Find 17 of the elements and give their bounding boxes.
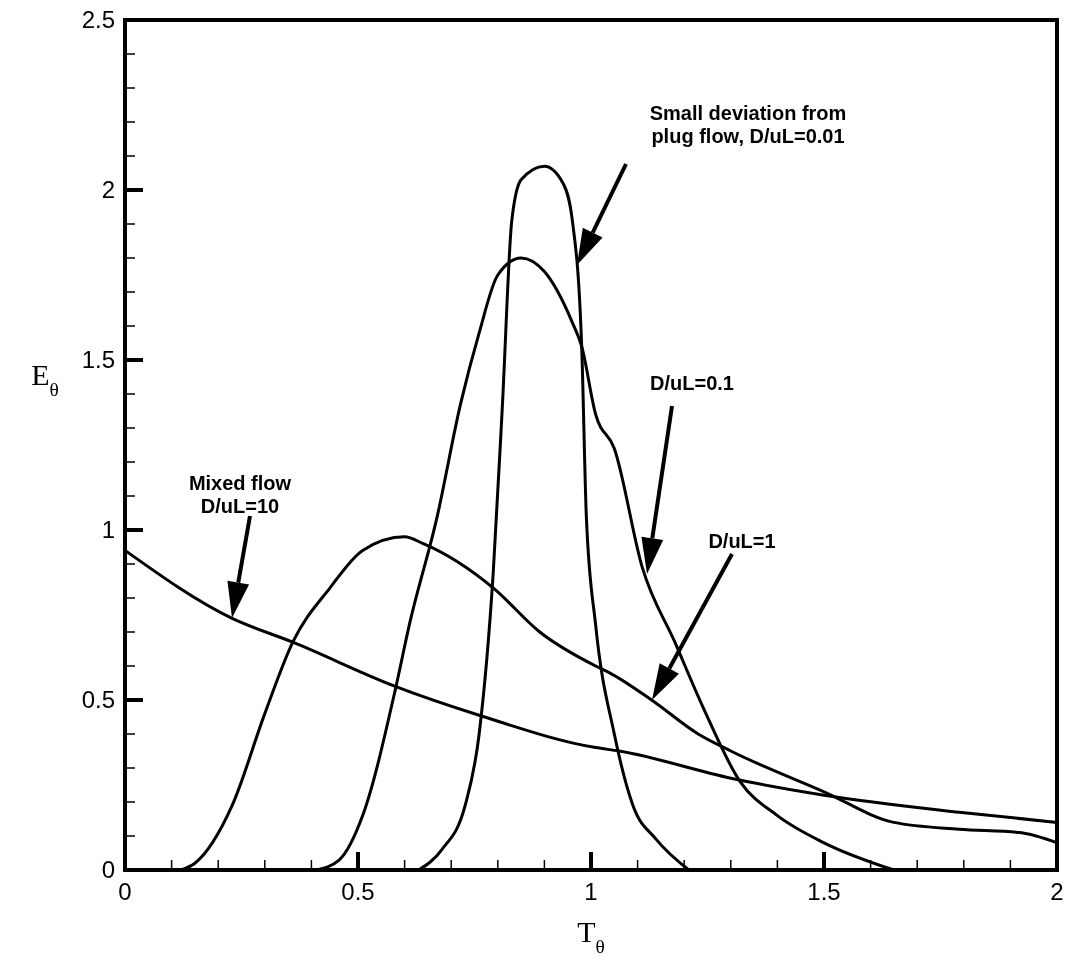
x-tick-label: 1 — [584, 878, 598, 905]
y-tick-label: 0 — [101, 856, 115, 883]
x-tick-label: 0 — [118, 878, 132, 905]
y-tick-label: 0.5 — [81, 686, 115, 713]
annotation: Mixed flow D/uL=10 — [188, 472, 292, 517]
x-axis-title: T$_{θ}$ — [577, 915, 605, 957]
y-tick-label: 1 — [101, 516, 115, 543]
x-tick-label: 0.5 — [341, 878, 375, 905]
y-tick-label: 2 — [101, 176, 115, 203]
annotation: D/uL=0.1 — [650, 372, 734, 394]
x-tick-label: 2 — [1050, 878, 1064, 905]
y-tick-label: 1.5 — [81, 346, 115, 373]
annotation: Small deviation from plug flow, D/uL=0.01 — [649, 102, 847, 147]
annotation: D/uL=1 — [708, 530, 776, 552]
y-tick-label: 2.5 — [81, 6, 115, 33]
x-tick-label: 1.5 — [807, 878, 841, 905]
y-axis-title: E$_{θ}$ — [31, 358, 59, 400]
